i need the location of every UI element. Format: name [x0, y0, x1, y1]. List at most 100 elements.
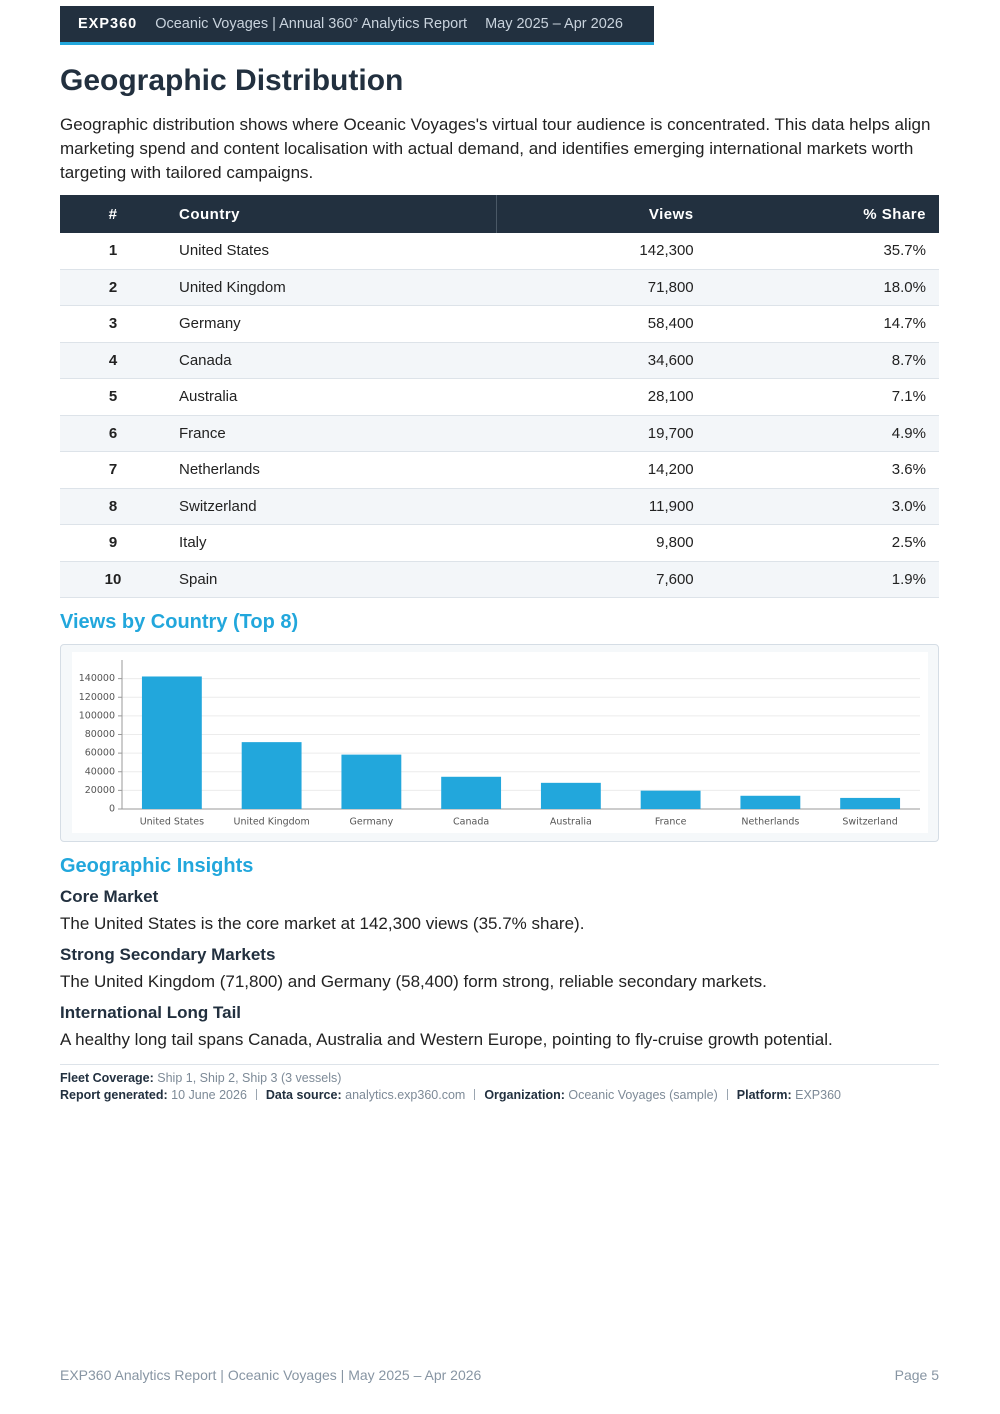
bar	[540, 782, 601, 809]
meta-label: Report generated:	[60, 1088, 168, 1102]
table-cell: 5	[60, 378, 166, 416]
page-number: Page 5	[894, 1367, 939, 1383]
table-cell: Netherlands	[166, 451, 497, 489]
table-cell: United Kingdom	[166, 269, 497, 306]
y-tick-label: 120000	[79, 692, 115, 703]
table-cell: 6	[60, 415, 166, 452]
meta-value: 10 June 2026	[171, 1088, 247, 1102]
insight-text: The United States is the core market at …	[60, 914, 585, 933]
table-cell: 7,600	[496, 561, 707, 598]
table-row: 8 Switzerland 11,900 3.0%	[60, 488, 939, 525]
meta-label: Platform:	[736, 1088, 792, 1102]
table-cell: 10	[60, 561, 166, 598]
table-cell: 34,600	[496, 342, 707, 379]
table-cell: 28,100	[496, 378, 707, 416]
table-cell: 9,800	[496, 524, 707, 562]
brand: EXP360	[78, 16, 138, 32]
table-cell: 4	[60, 342, 166, 379]
table-cell: 9	[60, 524, 166, 562]
table-cell: 8.7%	[706, 342, 939, 379]
column-header: Country	[166, 195, 497, 233]
table-cell: 71,800	[496, 269, 707, 306]
header-title: Oceanic Voyages | Annual 360° Analytics …	[155, 16, 468, 32]
insight-heading: Core Market	[60, 887, 159, 906]
table-row: 4 Canada 34,600 8.7%	[60, 342, 939, 379]
intro-text: Geographic distribution shows where Ocea…	[60, 115, 931, 182]
x-tick-label: Netherlands	[741, 817, 799, 828]
table-cell: 1.9%	[706, 561, 939, 598]
table-cell: 18.0%	[706, 269, 939, 306]
table-cell: 1	[60, 233, 166, 270]
table-cell: Australia	[166, 378, 497, 416]
column-header: Views	[496, 195, 707, 233]
bar	[740, 795, 801, 809]
table-cell: Germany	[166, 305, 497, 343]
separator	[726, 1089, 728, 1100]
x-tick-label: United Kingdom	[233, 817, 309, 828]
table-cell: 14.7%	[706, 305, 939, 343]
table-row: 5 Australia 28,100 7.1%	[60, 378, 939, 416]
table-cell: 19,700	[496, 415, 707, 452]
table-row: 2 United Kingdom 71,800 18.0%	[60, 269, 939, 306]
header-period: May 2025 – Apr 2026	[485, 16, 623, 32]
table-cell: Canada	[166, 342, 497, 379]
insight-text: A healthy long tail spans Canada, Austra…	[60, 1030, 833, 1049]
table-cell: 8	[60, 488, 166, 525]
table-cell: 35.7%	[706, 233, 939, 270]
column-header: % Share	[706, 195, 939, 233]
table-cell: 3	[60, 305, 166, 343]
x-tick-label: France	[655, 817, 687, 828]
x-tick-label: United States	[140, 817, 204, 828]
table-cell: 2	[60, 269, 166, 306]
y-tick-label: 100000	[79, 710, 115, 721]
table-row: 6 France 19,700 4.9%	[60, 415, 939, 452]
meta-label: Data source:	[265, 1088, 342, 1102]
table-cell: 3.0%	[706, 488, 939, 525]
column-header: #	[60, 195, 166, 233]
y-tick-label: 0	[109, 804, 115, 815]
meta-label: Organization:	[484, 1088, 565, 1102]
bar-chart: 0 20000 40000 60000 80000 100000 120000 140000 U…	[72, 652, 928, 833]
bar	[840, 797, 901, 809]
x-tick-label: Canada	[453, 817, 489, 828]
table-row: 9 Italy 9,800 2.5%	[60, 524, 939, 562]
table-cell: 2.5%	[706, 524, 939, 562]
table-body: 1 United States 142,300 35.7% 2 United Kingdo…	[60, 233, 939, 598]
chart-heading: Views by Country (Top 8)	[60, 611, 299, 633]
table-cell: 7.1%	[706, 378, 939, 416]
page-footer: EXP360 Analytics Report | Oceanic Voyage…	[60, 1367, 482, 1383]
table-cell: Spain	[166, 561, 497, 598]
separator	[255, 1089, 257, 1100]
meta-value: Oceanic Voyages (sample)	[568, 1088, 718, 1102]
y-tick-label: 20000	[85, 785, 115, 796]
insight-heading: Strong Secondary Markets	[60, 945, 276, 964]
table-cell: 4.9%	[706, 415, 939, 452]
table-cell: 3.6%	[706, 451, 939, 489]
divider	[60, 1064, 939, 1065]
separator	[474, 1089, 476, 1100]
y-tick-label: 40000	[85, 766, 115, 777]
table-cell: United States	[166, 233, 497, 270]
table-row: 1 United States 142,300 35.7%	[60, 233, 939, 270]
y-tick-label: 80000	[85, 729, 115, 740]
bar	[341, 754, 402, 809]
country-table: # Country Views% Share 1 United States 142,3…	[60, 195, 939, 598]
bar	[640, 790, 701, 809]
insight-heading: International Long Tail	[60, 1003, 242, 1022]
meta-value: Ship 1, Ship 2, Ship 3 (3 vessels)	[157, 1071, 342, 1085]
bar	[441, 776, 502, 809]
insights-heading: Geographic Insights	[60, 855, 254, 877]
meta-line: Report generated: 10 June 2026 Data sourc…	[60, 1088, 841, 1102]
section-title: Geographic Distribution	[60, 64, 404, 97]
y-tick-label: 60000	[85, 748, 115, 759]
table-cell: 14,200	[496, 451, 707, 489]
report-header: EXP360 Oceanic Voyages | Annual 360° Ana…	[60, 6, 654, 45]
table-row: 7 Netherlands 14,200 3.6%	[60, 451, 939, 489]
table-cell: 7	[60, 451, 166, 489]
x-tick-label: Australia	[550, 817, 592, 828]
meta-value: EXP360	[795, 1088, 841, 1102]
table-header: # Country Views% Share	[60, 195, 939, 233]
meta-value: analytics.exp360.com	[345, 1088, 466, 1102]
meta-line: Fleet Coverage: Ship 1, Ship 2, Ship 3 (…	[60, 1071, 341, 1085]
